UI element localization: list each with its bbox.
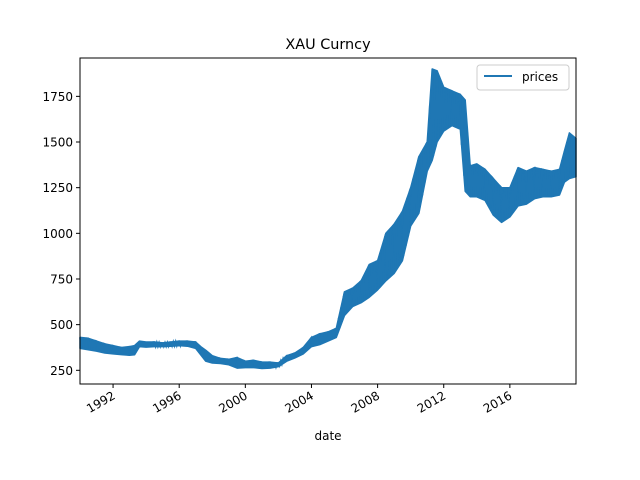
x-tick-label: 2004	[283, 388, 316, 415]
plot-frame	[80, 58, 576, 384]
legend: prices	[476, 64, 570, 91]
chart-title: XAU Curncy	[285, 37, 371, 53]
y-tick-label: 1250	[42, 181, 73, 195]
legend-box	[476, 64, 570, 91]
plot-area	[79, 57, 577, 385]
y-tick-label: 750	[50, 272, 73, 286]
series-line-prices	[79, 68, 576, 371]
x-tick-label: 2008	[349, 388, 382, 415]
x-tick-label: 2000	[216, 388, 249, 415]
x-tick-label: 1996	[150, 388, 183, 415]
x-axis: 1992 1996 2000 2004 2008 2012 2016	[84, 384, 514, 416]
y-tick-label: 1500	[42, 136, 73, 150]
plot-border	[79, 57, 577, 385]
legend-label-prices: prices	[522, 70, 558, 84]
x-axis-label: date	[314, 429, 341, 443]
y-tick-label: 1000	[42, 227, 73, 241]
y-tick-label: 1750	[42, 90, 73, 104]
y-axis: 250 500 750 1000 1250 1500 1750	[42, 90, 80, 378]
y-tick-label: 250	[50, 364, 73, 378]
x-tick-label: 1992	[84, 388, 117, 415]
x-tick-label: 2016	[481, 388, 514, 415]
x-tick-label: 2012	[415, 388, 448, 415]
y-tick-label: 500	[50, 318, 73, 332]
